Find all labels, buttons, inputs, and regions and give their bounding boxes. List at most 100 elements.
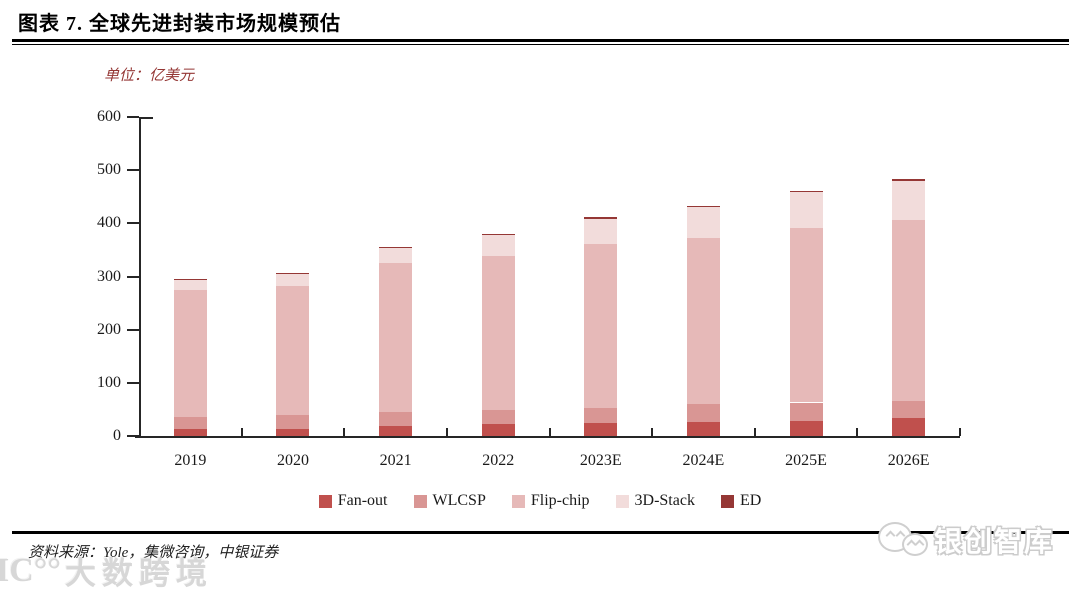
watermark-bottom-left-text: 大数跨境 <box>64 556 213 589</box>
legend-swatch-WLCSP <box>413 494 427 508</box>
y-axis-top-cap <box>139 117 153 119</box>
segment-WLCSP-2021 <box>379 412 413 427</box>
x-axis-tick-6 <box>753 428 756 436</box>
legend-item-3D-Stack: 3D-Stack <box>615 492 695 510</box>
segment-Flip-chip-2019 <box>173 290 207 418</box>
segment-ED-2025E <box>789 190 823 192</box>
y-tick-label-500: 500 <box>97 161 121 179</box>
figure-bottom-rule <box>12 531 1069 534</box>
segment-WLCSP-2023E <box>584 408 618 423</box>
y-tick-400 <box>127 222 139 225</box>
figure-title: 图表 7. 全球先进封装市场规模预估 <box>18 13 341 35</box>
segment-3D-Stack-2019 <box>173 279 207 291</box>
segment-Fan-out-2021 <box>379 426 413 436</box>
x-label-2022: 2022 <box>482 452 515 469</box>
legend-label-3D-Stack: 3D-Stack <box>634 492 695 509</box>
segment-3D-Stack-2021 <box>379 248 413 264</box>
x-label-2020: 2020 <box>276 452 309 469</box>
y-tick-500 <box>127 169 139 172</box>
x-label-2019: 2019 <box>174 452 207 469</box>
y-tick-label-400: 400 <box>97 214 121 232</box>
segment-Flip-chip-2025E <box>789 227 823 403</box>
y-tick-label-100: 100 <box>97 373 121 391</box>
y-tick-label-200: 200 <box>97 320 121 338</box>
x-label-2024E: 2024E <box>682 452 725 469</box>
x-label-2023E: 2023E <box>579 452 622 469</box>
segment-3D-Stack-2025E <box>789 191 823 228</box>
segment-WLCSP-2026E <box>892 401 926 419</box>
segment-3D-Stack-2026E <box>892 180 926 220</box>
y-tick-200 <box>127 328 139 331</box>
x-axis-line <box>135 435 960 438</box>
segment-WLCSP-2022 <box>481 409 515 425</box>
segment-ED-2021 <box>379 247 413 249</box>
x-label-2025E: 2025E <box>785 452 827 469</box>
title-rule-thick <box>12 39 1069 42</box>
y-tick-label-600: 600 <box>97 108 121 125</box>
x-axis-tick-5 <box>651 428 654 436</box>
segment-Fan-out-2026E <box>892 418 926 436</box>
legend-item-Flip-chip: Flip-chip <box>511 492 590 510</box>
x-axis-tick-8 <box>959 428 961 436</box>
segment-ED-2020 <box>276 272 310 274</box>
watermark-bottom-right: 银创智库 <box>876 519 1054 561</box>
x-axis-tick-7 <box>856 428 859 436</box>
legend-label-Flip-chip: Flip-chip <box>530 492 590 509</box>
legend-swatch-Fan-out <box>318 494 332 508</box>
segment-Flip-chip-2021 <box>379 263 413 413</box>
legend-swatch-ED <box>720 494 734 508</box>
legend-label-WLCSP: WLCSP <box>432 492 486 509</box>
y-tick-0 <box>127 435 139 437</box>
segment-ED-2026E <box>892 179 926 181</box>
segment-WLCSP-2024E <box>686 404 720 422</box>
chart-legend: Fan-out WLCSP Flip-chip 3D-Stack ED <box>0 489 1080 513</box>
watermark-bottom-left: IC°° 大数跨境 <box>0 548 213 589</box>
x-axis-tick-4 <box>548 428 551 436</box>
y-tick-label-0: 0 <box>113 427 121 444</box>
x-axis-tick-3 <box>445 428 448 436</box>
legend-label-ED: ED <box>739 492 762 509</box>
segment-3D-Stack-2020 <box>276 273 310 286</box>
segment-WLCSP-2020 <box>276 415 310 429</box>
wechat-icon <box>876 519 930 561</box>
segment-Flip-chip-2020 <box>276 285 310 416</box>
segment-Flip-chip-2026E <box>892 219 926 402</box>
y-tick-label-300: 300 <box>97 267 121 285</box>
legend-label-Fan-out: Fan-out <box>337 492 388 509</box>
title-rule-thin <box>12 44 1069 45</box>
segment-Fan-out-2025E <box>789 421 823 436</box>
segment-Flip-chip-2022 <box>481 255 515 410</box>
segment-Flip-chip-2023E <box>584 244 618 409</box>
x-axis-tick-1 <box>240 428 243 436</box>
y-axis-line <box>139 117 141 438</box>
segment-3D-Stack-2022 <box>481 234 515 256</box>
segment-ED-2024E <box>686 205 720 207</box>
x-axis-tick-2 <box>343 428 346 436</box>
segment-Flip-chip-2024E <box>686 238 720 405</box>
legend-item-ED: ED <box>720 492 762 510</box>
segment-WLCSP-2025E <box>789 402 823 422</box>
wechat-bubble-small <box>902 533 928 556</box>
x-label-2026E: 2026E <box>887 452 930 469</box>
segment-Fan-out-2024E <box>686 421 720 436</box>
legend-swatch-3D-Stack <box>615 494 629 508</box>
dashu-logo-icon: IC°° <box>0 551 61 589</box>
watermark-bottom-right-text: 银创智库 <box>934 527 1055 558</box>
segment-Fan-out-2019 <box>173 428 207 436</box>
y-tick-600 <box>127 116 139 118</box>
segment-ED-2022 <box>481 233 515 235</box>
segment-Fan-out-2022 <box>481 424 515 436</box>
segment-ED-2023E <box>584 217 618 219</box>
segment-3D-Stack-2024E <box>686 206 720 239</box>
legend-swatch-Flip-chip <box>511 494 525 508</box>
source-label: 资料来源：Yole，集微咨询，中银证券 <box>28 545 279 561</box>
segment-ED-2019 <box>173 278 207 280</box>
segment-3D-Stack-2023E <box>584 218 618 245</box>
legend-item-WLCSP: WLCSP <box>413 492 486 510</box>
x-label-2021: 2021 <box>379 452 412 469</box>
y-tick-100 <box>127 381 139 384</box>
y-tick-300 <box>127 275 139 278</box>
segment-Fan-out-2020 <box>276 428 310 436</box>
segment-WLCSP-2019 <box>173 417 207 429</box>
